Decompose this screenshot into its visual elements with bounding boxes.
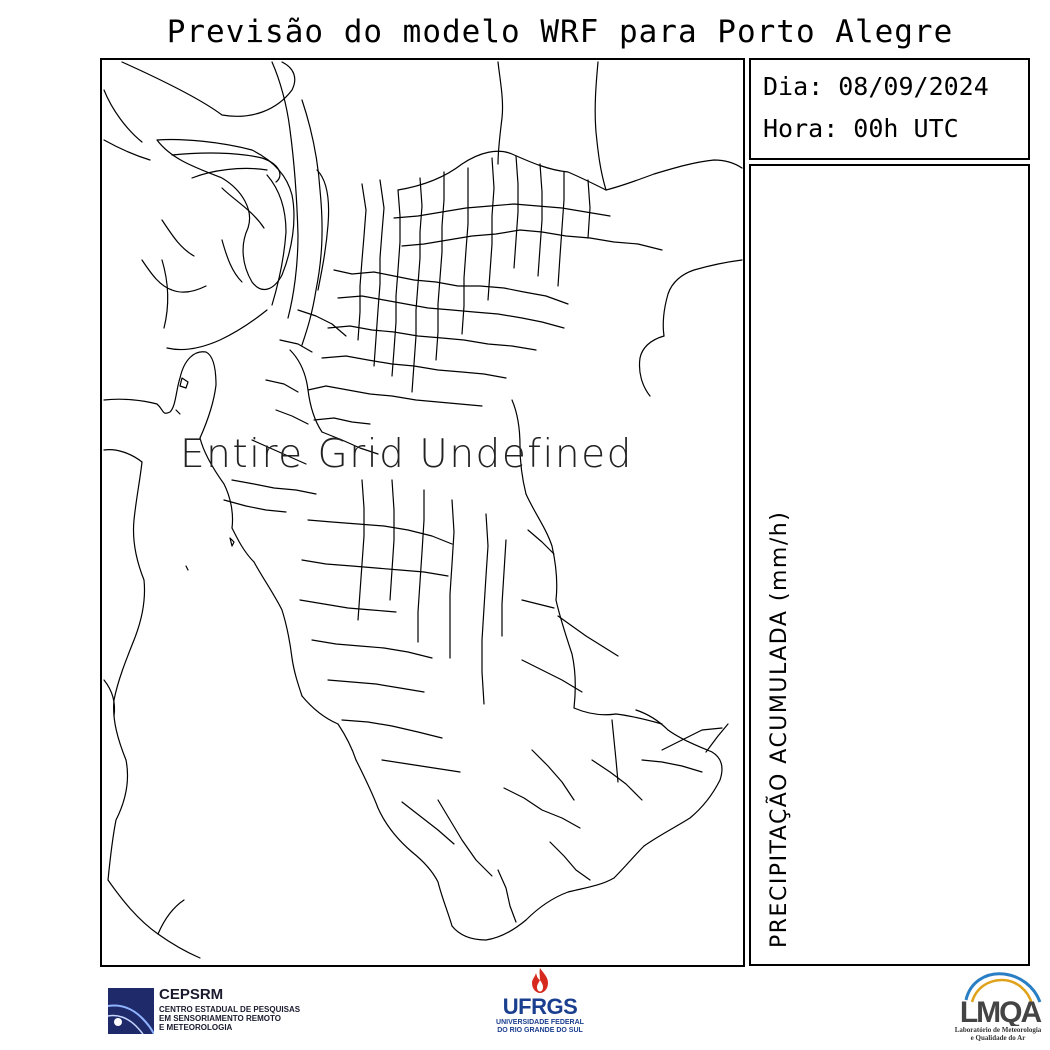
cepsrm-desc-line: CENTRO ESTADUAL DE PESQUISAS [159, 1005, 301, 1014]
municipality-boundaries-map [103, 61, 743, 959]
page-title: Previsão do modelo WRF para Porto Alegre [166, 14, 954, 50]
ufrgs-desc-line: DO RIO GRANDE DO SUL [497, 1027, 583, 1034]
ufrgs-name: UFRGS [502, 994, 578, 1019]
ufrgs-logo: UFRGS UNIVERSIDADE FEDERAL DO RIO GRANDE… [496, 968, 584, 1040]
legend-panel: PRECIPITAÇÃO ACUMULADA (mm/h) [749, 164, 1030, 966]
ufrgs-description: UNIVERSIDADE FEDERAL DO RIO GRANDE DO SU… [496, 1019, 584, 1035]
ufrgs-flame-icon [532, 968, 548, 993]
map-panel: Entire Grid Undefined [100, 58, 745, 967]
lmqa-name: LMQA [960, 996, 1042, 1026]
lmqa-description: Laboratório de Meteorologia e Qualidade … [950, 1026, 1046, 1042]
cepsrm-desc-line: EM SENSORIAMENTO REMOTO [159, 1014, 281, 1023]
lmqa-logo: LMQA Laboratório de Meteorologia e Quali… [950, 970, 1046, 1046]
lmqa-desc-line: e Qualidade do Ar [970, 1034, 1026, 1042]
cepsrm-logo: CEPSRM CENTRO ESTADUAL DE PESQUISAS EM S… [108, 986, 308, 1038]
forecast-info-box: Dia: 08/09/2024 Hora: 00h UTC [749, 58, 1030, 160]
ufrgs-desc-line: UNIVERSIDADE FEDERAL [496, 1019, 584, 1026]
forecast-hour: Hora: 00h UTC [763, 114, 959, 143]
forecast-date: Dia: 08/09/2024 [763, 72, 989, 101]
legend-title: PRECIPITAÇÃO ACUMULADA (mm/h) [767, 510, 792, 948]
cepsrm-name: CEPSRM [159, 986, 224, 1003]
cepsrm-description: CENTRO ESTADUAL DE PESQUISAS EM SENSORIA… [159, 1005, 300, 1032]
lmqa-emblem-icon: LMQA [960, 972, 1043, 1026]
no-data-message: Entire Grid Undefined [180, 432, 633, 477]
lmqa-desc-line: Laboratório de Meteorologia [954, 1026, 1042, 1034]
cepsrm-emblem-icon [108, 988, 154, 1034]
cepsrm-desc-line: E METEOROLOGIA [159, 1023, 233, 1032]
